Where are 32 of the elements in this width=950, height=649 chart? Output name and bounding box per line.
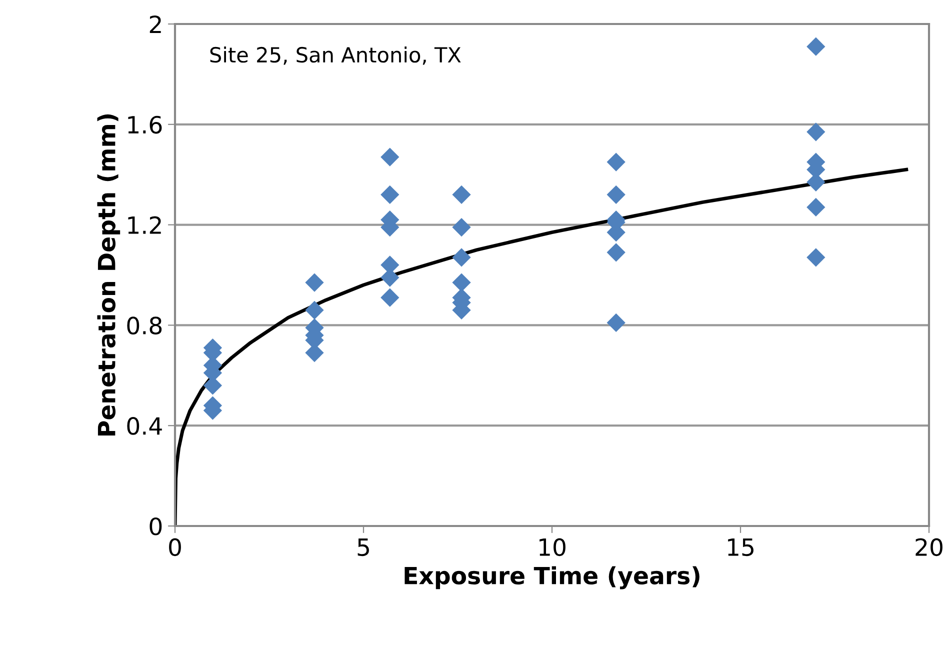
y-tick-label: 1.6 xyxy=(128,116,162,134)
x-tick-label: 15 xyxy=(728,538,754,556)
x-axis-title: Exposure Time (years) xyxy=(404,566,700,590)
y-tick-label: 2 xyxy=(150,15,161,33)
point xyxy=(606,185,626,204)
line-series xyxy=(175,168,908,526)
y-tick-label: 0.4 xyxy=(127,417,162,435)
point xyxy=(452,273,471,292)
point xyxy=(806,122,826,142)
x-tick-label: 0 xyxy=(169,538,181,556)
point xyxy=(452,218,471,237)
point xyxy=(305,300,324,320)
point xyxy=(606,243,626,262)
annotation: Site 25, San Antonio, TX xyxy=(210,46,461,65)
point xyxy=(806,248,826,267)
point xyxy=(806,37,826,56)
point xyxy=(606,313,626,332)
point xyxy=(380,288,400,307)
y-axis-title: Penetration Depth (mm) xyxy=(97,114,120,436)
x-tick-label: 10 xyxy=(540,538,566,556)
point xyxy=(452,185,471,204)
point xyxy=(806,198,826,217)
point xyxy=(380,148,400,166)
point xyxy=(305,273,324,292)
y-tick-label: 0.8 xyxy=(127,316,162,335)
y-tick-label: 1.2 xyxy=(128,216,161,234)
x-tick-label: 5 xyxy=(358,538,369,556)
y-tick-label: 0 xyxy=(150,517,162,536)
point xyxy=(606,152,626,172)
point xyxy=(452,248,471,267)
point xyxy=(380,185,400,204)
x-tick-label: 20 xyxy=(916,538,942,556)
